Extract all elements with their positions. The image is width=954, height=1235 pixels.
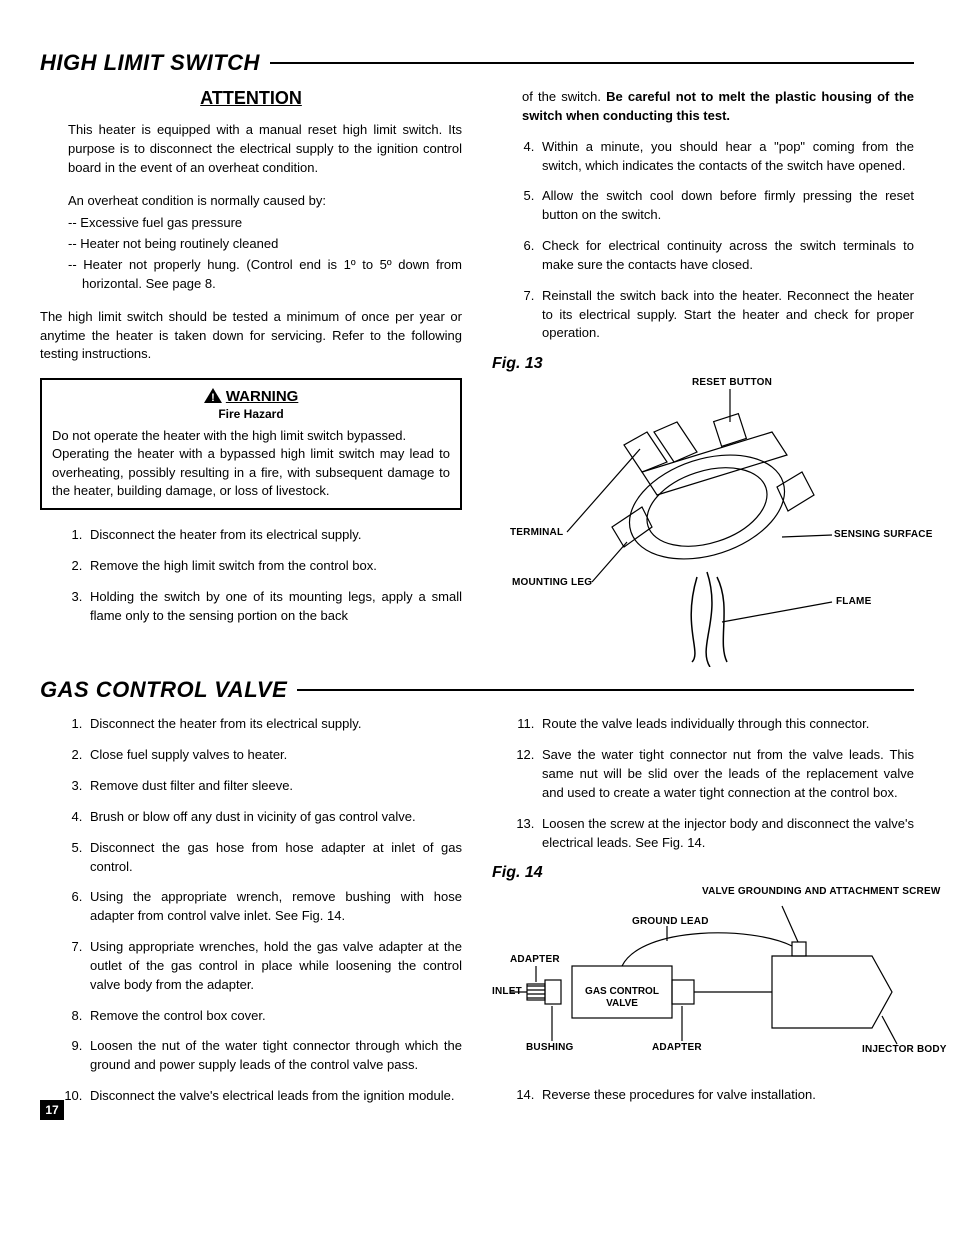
fig13-flame-label: FLAME <box>836 596 871 607</box>
step-item: Loosen the nut of the water tight connec… <box>86 1037 462 1075</box>
warning-box: ! WARNING Fire Hazard Do not operate the… <box>40 378 462 510</box>
svg-text:VALVE: VALVE <box>606 998 638 1009</box>
intro-paragraph: This heater is equipped with a manual re… <box>68 121 462 178</box>
fig13-label: Fig. 13 <box>492 355 914 373</box>
warning-icon: ! <box>204 388 222 407</box>
warning-body-1: Do not operate the heater with the high … <box>52 428 406 443</box>
fig14-ground-lead-label: GROUND LEAD <box>632 916 709 927</box>
fig13-mounting-label: MOUNTING LEG <box>512 577 592 588</box>
step-item: Using the appropriate wrench, remove bus… <box>86 888 462 926</box>
step-item: Remove dust filter and filter sleeve. <box>86 777 462 796</box>
warning-body: Do not operate the heater with the high … <box>52 427 450 500</box>
warning-title: WARNING <box>226 388 299 405</box>
step-item: Holding the switch by one of its mountin… <box>86 588 462 626</box>
step-item: Route the valve leads individually throu… <box>538 715 914 734</box>
hls-steps-left: Disconnect the heater from its electrica… <box>40 526 462 625</box>
section-header-high-limit: HIGH LIMIT SWITCH <box>40 50 914 76</box>
causes-intro: An overheat condition is normally caused… <box>68 192 462 211</box>
fig14-injector-label: INJECTOR BODY <box>862 1044 947 1055</box>
step-item: Check for electrical continuity across t… <box>538 237 914 275</box>
attention-heading: ATTENTION <box>40 88 462 109</box>
warning-body-2: Operating the heater with a bypassed hig… <box>52 446 450 497</box>
section-title: HIGH LIMIT SWITCH <box>40 50 270 76</box>
step-item: Remove the high limit switch from the co… <box>86 557 462 576</box>
step-item: Disconnect the gas hose from hose adapte… <box>86 839 462 877</box>
cause-item: Heater not being routinely cleaned <box>82 235 462 254</box>
fig14-valve-screw-label: VALVE GROUNDING AND ATTACHMENT SCREW <box>702 886 852 897</box>
fig14-label: Fig. 14 <box>492 864 914 882</box>
gcv-steps-right-b: Reverse these procedures for valve insta… <box>492 1086 914 1105</box>
step-item: Brush or blow off any dust in vicinity o… <box>86 808 462 827</box>
step-item: Disconnect the heater from its electrica… <box>86 526 462 545</box>
causes-list: Excessive fuel gas pressure Heater not b… <box>68 214 462 293</box>
fig14-inlet-label: INLET <box>492 986 522 997</box>
step-item: Close fuel supply valves to heater. <box>86 746 462 765</box>
step-item: Loosen the screw at the injector body an… <box>538 815 914 853</box>
warning-heading: ! WARNING <box>52 388 450 407</box>
fig13-reset-label: RESET BUTTON <box>692 377 772 388</box>
step-item: Remove the control box cover. <box>86 1007 462 1026</box>
gcv-steps-right-a: Route the valve leads individually throu… <box>492 715 914 852</box>
fig13-diagram: RESET BUTTON TERMINAL SENSING SURFACE MO… <box>492 377 914 667</box>
section-rule <box>270 62 914 64</box>
step-item: Reinstall the switch back into the heate… <box>538 287 914 344</box>
step-item: Save the water tight connector nut from … <box>538 746 914 803</box>
fig14-adapter1-label: ADAPTER <box>510 954 560 965</box>
svg-text:!: ! <box>211 392 215 403</box>
fig14-diagram: GAS CONTROL VALVE VALVE GROUNDING AND AT… <box>492 886 914 1086</box>
step-3-continuation: of the switch. Be careful not to melt th… <box>522 88 914 126</box>
step-item: Using appropriate wrenches, hold the gas… <box>86 938 462 995</box>
gcv-steps-left: Disconnect the heater from its electrica… <box>40 715 462 1106</box>
cause-item: Excessive fuel gas pressure <box>82 214 462 233</box>
fig14-gcv-text: GAS CONTROL <box>585 986 659 997</box>
section-title: GAS CONTROL VALVE <box>40 677 297 703</box>
step-item: Within a minute, you should hear a "pop"… <box>538 138 914 176</box>
fig13-terminal-label: TERMINAL <box>510 527 563 538</box>
fig14-adapter2-label: ADAPTER <box>652 1042 702 1053</box>
hls-steps-right: Within a minute, you should hear a "pop"… <box>492 138 914 344</box>
section-rule <box>297 689 914 691</box>
step-item: Disconnect the valve's electrical leads … <box>86 1087 462 1106</box>
step-item: Reverse these procedures for valve insta… <box>538 1086 914 1105</box>
page-number: 17 <box>40 1100 64 1120</box>
step-item: Allow the switch cool down before firmly… <box>538 187 914 225</box>
step-item: Disconnect the heater from its electrica… <box>86 715 462 734</box>
test-note: The high limit switch should be tested a… <box>40 308 462 365</box>
cause-item: Heater not properly hung. (Control end i… <box>82 256 462 294</box>
fig13-sensing-label: SENSING SURFACE <box>834 529 933 540</box>
step3-cont-a: of the switch. <box>522 89 606 104</box>
fig14-bushing-label: BUSHING <box>526 1042 574 1053</box>
warning-subtitle: Fire Hazard <box>52 407 450 421</box>
section-header-gcv: GAS CONTROL VALVE <box>40 677 914 703</box>
